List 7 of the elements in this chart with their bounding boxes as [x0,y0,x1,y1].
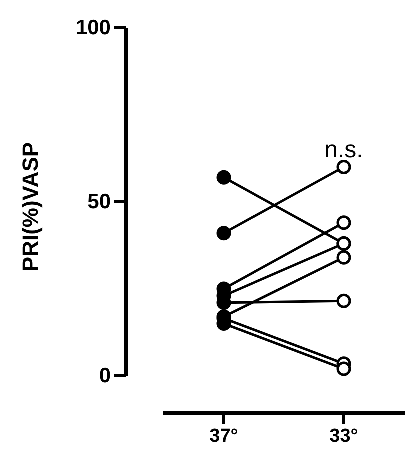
annotation: n.s. [324,136,364,164]
x-tick-label: 37° [210,426,238,447]
y-tick-label: 0 [99,364,111,388]
y-tick-label: 50 [88,190,111,214]
y-tick-label: 100 [76,16,111,40]
x-tick-label: 33° [330,426,358,447]
y-axis-title: PRI(%)VASP [18,142,43,272]
